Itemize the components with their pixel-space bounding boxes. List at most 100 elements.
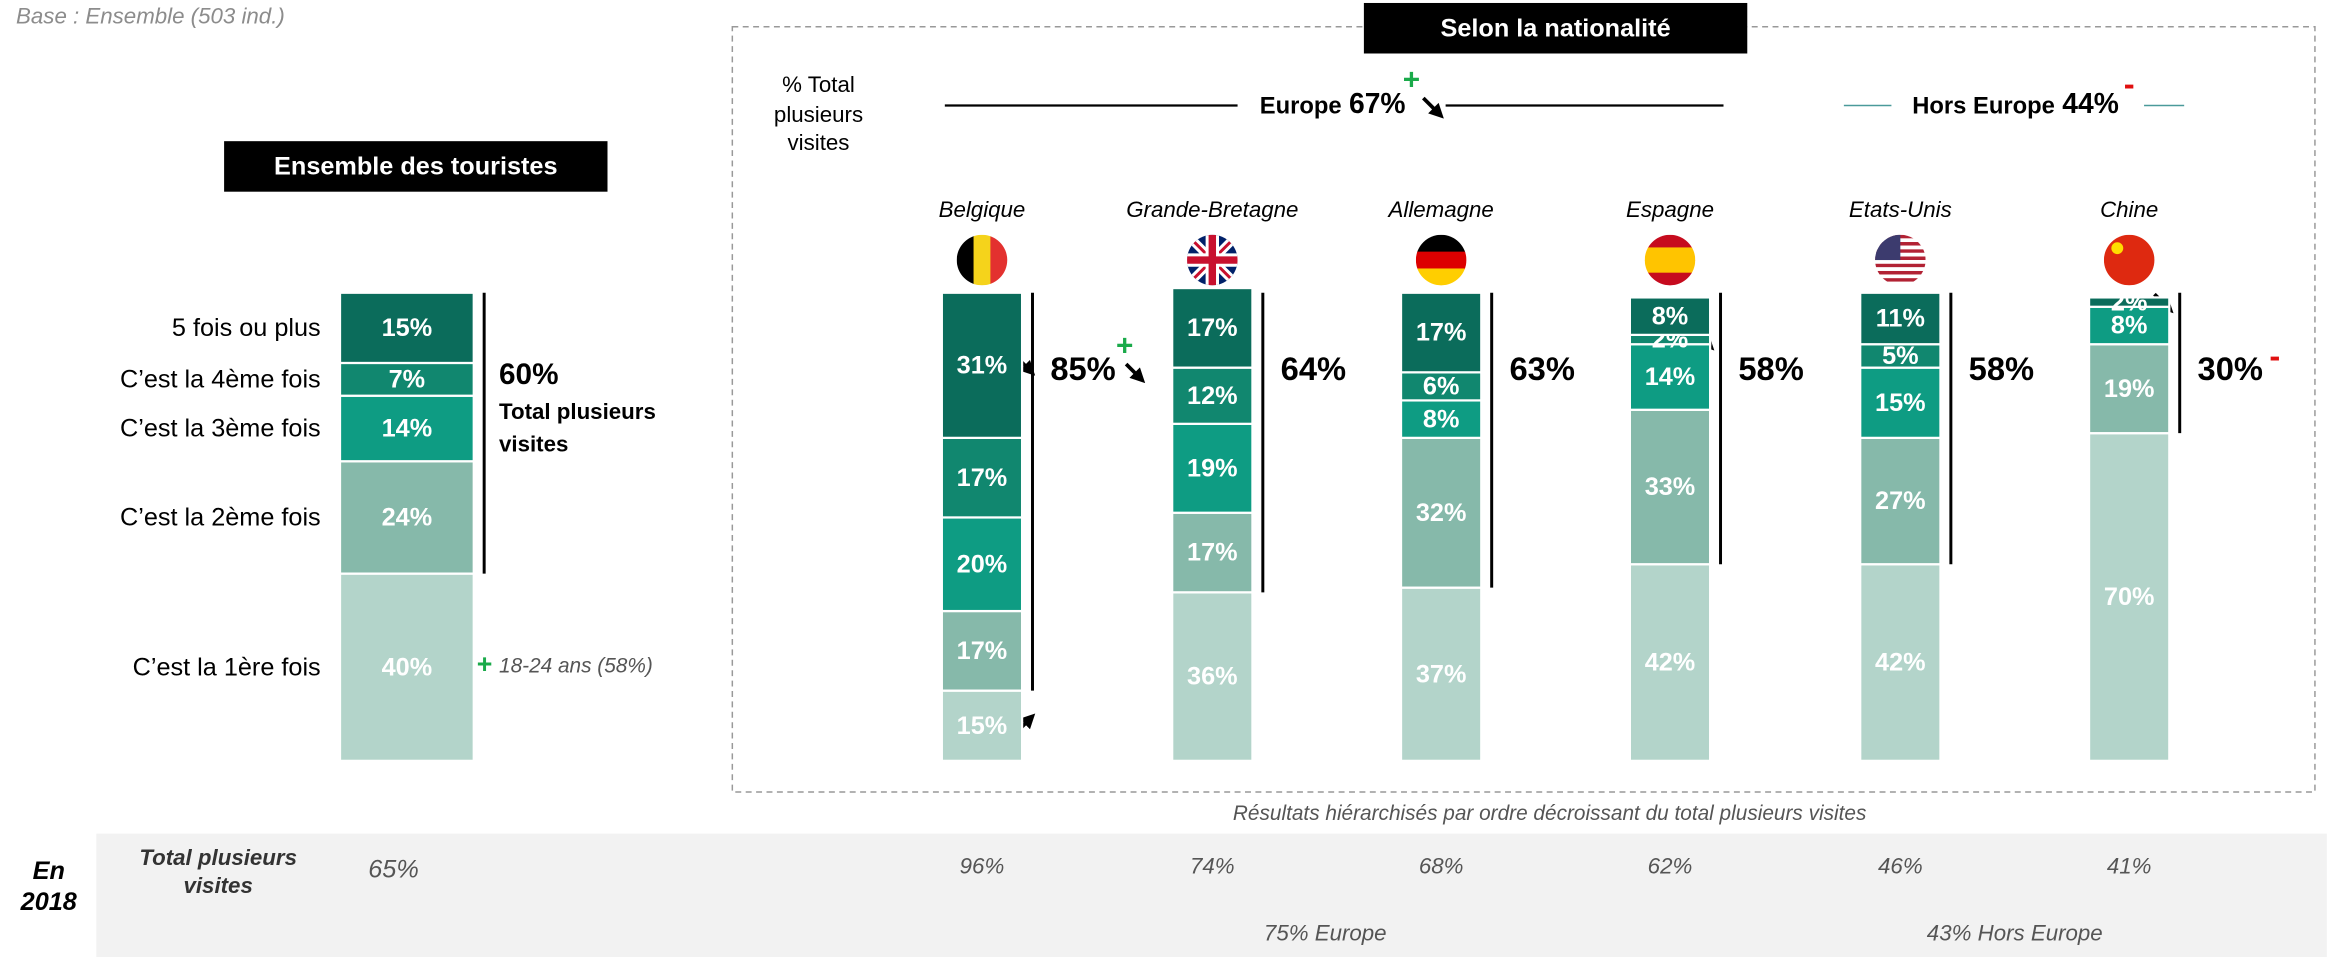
value-label: 17% [957,637,1008,665]
row-label: visites [183,873,252,898]
bar-segment [2087,343,2171,435]
hors-europe-label: Hors Europe [1912,92,2055,119]
flag-stripe [1415,268,1467,286]
annotation: 18-24 ans (58%) [499,655,653,678]
value-label: 19% [1187,454,1238,482]
bar-segment [1399,291,1483,374]
value-label: 11% [1876,305,1925,333]
value-label: 14% [382,415,433,443]
legend-label: C’est la 1ère fois [133,653,321,681]
value-label: 42% [1875,649,1926,677]
value-2018: 46% [1878,854,1923,879]
flag-stripe [956,234,975,286]
flag-stripe [990,234,1008,286]
base-note: Base : Ensemble (503 ind.) [16,4,285,29]
chart-title: Selon la nationalité [1441,14,1671,42]
flag-stripe [1415,234,1467,253]
flag-stripe [1415,251,1467,270]
europe-value: 67% [1349,87,1405,119]
flag-stripe [1644,272,1696,286]
value-2018: 68% [1419,854,1464,879]
bar-segment [940,609,1024,692]
value-label: 6% [1423,373,1460,401]
flag-stripe [1875,270,1926,275]
value-label: 12% [1187,382,1238,410]
legend-label: C’est la 4ème fois [120,366,321,394]
hors-europe-value: 44% [2062,87,2118,119]
total-label: 85% [1050,350,1115,387]
legend-label: C’est la 2ème fois [120,504,321,532]
value-2018: 41% [2107,854,2152,879]
value-label: 14% [1645,363,1696,391]
value-label: 42% [1645,649,1696,677]
value-label: 8% [1652,302,1689,330]
row-label: Total plusieurs [139,845,297,870]
bar-segment [940,436,1024,519]
total-label: 63% [1510,350,1575,387]
value-label: 17% [1187,539,1238,567]
category-label: Grande-Bretagne [1126,197,1298,222]
bar-segment [1171,366,1254,425]
value-label: 17% [957,464,1008,492]
bar-segment [1171,422,1254,514]
flag-bg [2103,234,2155,286]
flag-stripe [1875,274,1926,279]
flag [956,234,1008,286]
total-label: 30% [2198,350,2263,387]
flag [1187,234,1238,286]
header-label: % Total [782,72,855,97]
bar-segment [1859,291,1942,346]
value-label: 17% [1416,319,1467,347]
bar-segment [338,361,475,397]
flag-stripe [1875,278,1926,282]
header-label: visites [788,130,850,155]
value-label: 40% [382,653,433,681]
flag [1875,234,1926,286]
annotation-sign: + [477,649,493,679]
bar-segment [1859,563,1942,762]
value-label: 5% [1882,342,1918,370]
bar-segment [940,516,1024,613]
bar-segment [1399,436,1483,589]
bar-segment [338,394,475,463]
total-label: 58% [1969,350,2034,387]
flag-stripe [973,234,992,286]
value-label: 15% [1875,389,1926,417]
sign: - [2269,337,2280,374]
title-box [1363,2,1748,54]
band-2018 [96,833,2327,957]
note: Résultats hiérarchisés par ordre décrois… [1233,802,1866,825]
value-2018: 65% [368,855,419,883]
flag-stripe [1644,234,1696,249]
title-box [224,141,608,192]
trend-arrow [1124,362,1146,384]
value-label: 36% [1187,663,1238,691]
value-label: 31% [957,351,1008,379]
bar-segment [940,291,1024,439]
total-caption: visites [499,432,568,457]
legend-label: 5 fois ou plus [172,314,321,342]
category-label: Chine [2100,197,2158,222]
category-label: Etats-Unis [1849,197,1952,222]
value-label: 17% [1187,314,1238,342]
value-label: 15% [382,314,433,342]
bar-segment [1859,366,1942,439]
year-title: En [33,857,65,885]
hors-europe-2018: 43% Hors Europe [1927,921,2103,946]
value-label: 20% [957,550,1008,578]
flag-stripe [1875,263,1926,268]
value-2018: 74% [1190,854,1235,879]
sign: + [1116,330,1133,363]
value-2018: 96% [960,854,1005,879]
bar-segment [338,572,475,762]
total-caption: Total plusieurs [499,399,656,424]
flag-stripe [1875,260,1926,264]
legend-label: C’est la 3ème fois [120,415,321,443]
value-label: 7% [389,366,425,394]
flag [2103,234,2155,286]
bar-segment [1399,399,1483,439]
flag [1415,234,1467,286]
bar-segment [1399,586,1483,762]
value-label: 19% [2104,375,2155,403]
chart-title: Ensemble des touristes [274,153,557,181]
